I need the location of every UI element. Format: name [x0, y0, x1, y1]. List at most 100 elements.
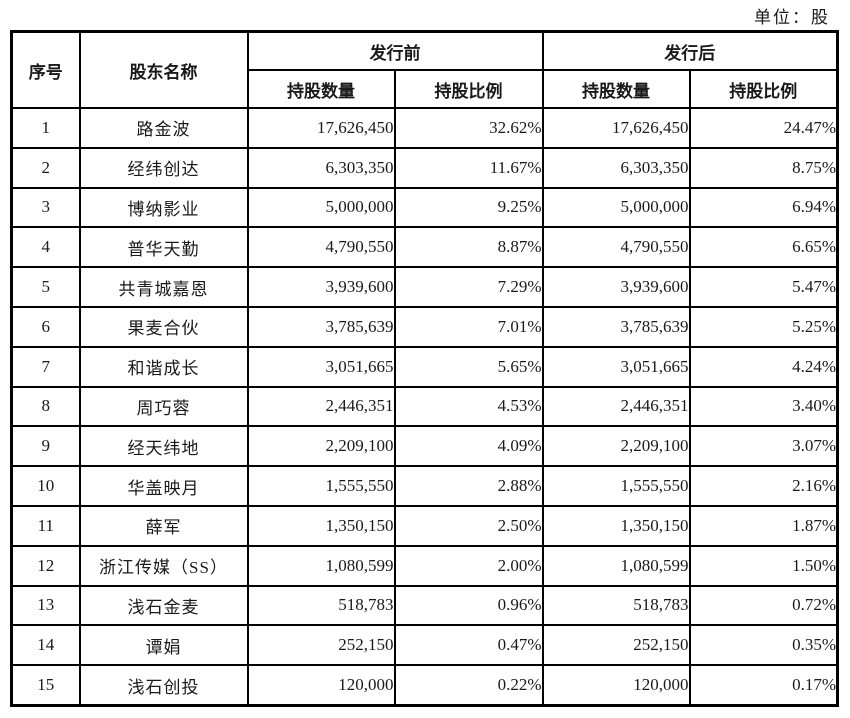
table-row: 2 经纬创达 6,303,350 11.67% 6,303,350 8.75% — [10, 146, 839, 189]
shareholder-name-cell: 果麦合伙 — [78, 305, 249, 348]
shareholder-name-cell: 和谐成长 — [78, 345, 249, 388]
post-shares-cell: 6,303,350 — [541, 146, 691, 189]
table-row: 8 周巧蓉 2,446,351 4.53% 2,446,351 3.40% — [10, 385, 839, 428]
shareholder-name-cell: 浙江传媒（SS） — [78, 544, 249, 587]
pre-shares-cell: 1,555,550 — [246, 465, 396, 507]
pre-ratio-cell: 0.47% — [393, 624, 544, 667]
table-row: 14 谭娟 252,150 0.47% 252,150 0.35% — [10, 624, 839, 667]
post-shares-cell: 17,626,450 — [541, 107, 691, 149]
header-post-ratio: 持股比例 — [688, 69, 839, 109]
pre-shares-cell: 6,303,350 — [246, 146, 396, 189]
shareholder-name-cell: 周巧蓉 — [78, 385, 249, 428]
pre-shares-cell: 120,000 — [246, 664, 396, 707]
pre-shares-cell: 3,051,665 — [246, 345, 396, 388]
post-ratio-cell: 5.47% — [688, 266, 839, 308]
pre-ratio-cell: 0.22% — [393, 664, 544, 707]
shareholder-name-cell: 经天纬地 — [78, 425, 249, 468]
row-index-cell: 2 — [10, 146, 81, 189]
table-row: 12 浙江传媒（SS） 1,080,599 2.00% 1,080,599 1.50% — [10, 544, 839, 587]
table-row: 1 路金波 17,626,450 32.62% 17,626,450 24.47% — [10, 107, 839, 149]
row-index-cell: 1 — [10, 107, 81, 149]
row-index-cell: 15 — [10, 664, 81, 707]
table-row: 7 和谐成长 3,051,665 5.65% 3,051,665 4.24% — [10, 345, 839, 388]
post-ratio-cell: 8.75% — [688, 146, 839, 189]
pre-ratio-cell: 2.00% — [393, 544, 544, 587]
post-ratio-cell: 0.17% — [688, 664, 839, 707]
shareholder-name-cell: 经纬创达 — [78, 146, 249, 189]
post-ratio-cell: 24.47% — [688, 107, 839, 149]
pre-shares-cell: 1,080,599 — [246, 544, 396, 587]
post-ratio-cell: 6.94% — [688, 186, 839, 229]
pre-ratio-cell: 4.09% — [393, 425, 544, 468]
header-post-issue: 发行后 — [541, 30, 839, 71]
row-index-cell: 12 — [10, 544, 81, 587]
table-row: 3 博纳影业 5,000,000 9.25% 5,000,000 6.94% — [10, 186, 839, 229]
pre-shares-cell: 17,626,450 — [246, 107, 396, 149]
shareholder-name-cell: 谭娟 — [78, 624, 249, 667]
header-row-groups: 序号 股东名称 发行前 发行后 — [10, 30, 839, 109]
post-shares-cell: 3,939,600 — [541, 266, 691, 308]
pre-shares-cell: 518,783 — [246, 584, 396, 627]
table-row: 9 经天纬地 2,209,100 4.09% 2,209,100 3.07% — [10, 425, 839, 468]
pre-ratio-cell: 7.29% — [393, 266, 544, 308]
shareholder-name-cell: 共青城嘉恩 — [78, 266, 249, 308]
table-header: 序号 股东名称 发行前 发行后 持股数量 持股比例 持股数量 持股比例 — [10, 30, 839, 109]
pre-ratio-cell: 4.53% — [393, 385, 544, 428]
post-ratio-cell: 0.35% — [688, 624, 839, 667]
table-row: 4 普华天勤 4,790,550 8.87% 4,790,550 6.65% — [10, 226, 839, 269]
header-pre-issue: 发行前 — [246, 30, 544, 71]
row-index-cell: 9 — [10, 425, 81, 468]
header-shareholder-name: 股东名称 — [78, 30, 249, 109]
post-ratio-cell: 1.87% — [688, 504, 839, 547]
header-post-shares: 持股数量 — [541, 69, 691, 109]
post-shares-cell: 2,446,351 — [541, 385, 691, 428]
header-index: 序号 — [10, 30, 81, 109]
post-ratio-cell: 1.50% — [688, 544, 839, 587]
post-ratio-cell: 3.07% — [688, 425, 839, 468]
shareholder-name-cell: 薛军 — [78, 504, 249, 547]
shareholder-table: 序号 股东名称 发行前 发行后 持股数量 持股比例 持股数量 持股比例 1 路金波… — [10, 30, 839, 707]
post-shares-cell: 2,209,100 — [541, 425, 691, 468]
pre-shares-cell: 252,150 — [246, 624, 396, 667]
shareholder-name-cell: 普华天勤 — [78, 226, 249, 269]
pre-ratio-cell: 32.62% — [393, 107, 544, 149]
pre-ratio-cell: 0.96% — [393, 584, 544, 627]
row-index-cell: 4 — [10, 226, 81, 269]
row-index-cell: 7 — [10, 345, 81, 388]
post-shares-cell: 5,000,000 — [541, 186, 691, 229]
pre-ratio-cell: 7.01% — [393, 305, 544, 348]
post-ratio-cell: 3.40% — [688, 385, 839, 428]
pre-shares-cell: 3,785,639 — [246, 305, 396, 348]
table-row: 13 浅石金麦 518,783 0.96% 518,783 0.72% — [10, 584, 839, 627]
table-row: 10 华盖映月 1,555,550 2.88% 1,555,550 2.16% — [10, 465, 839, 507]
row-index-cell: 10 — [10, 465, 81, 507]
row-index-cell: 8 — [10, 385, 81, 428]
post-ratio-cell: 5.25% — [688, 305, 839, 348]
table-body: 1 路金波 17,626,450 32.62% 17,626,450 24.47% 2 经纬创… — [10, 107, 839, 707]
post-ratio-cell: 6.65% — [688, 226, 839, 269]
shareholder-name-cell: 浅石金麦 — [78, 584, 249, 627]
header-pre-ratio: 持股比例 — [393, 69, 544, 109]
post-shares-cell: 4,790,550 — [541, 226, 691, 269]
row-index-cell: 3 — [10, 186, 81, 229]
row-index-cell: 11 — [10, 504, 81, 547]
pre-ratio-cell: 5.65% — [393, 345, 544, 388]
row-index-cell: 13 — [10, 584, 81, 627]
table-row: 11 薛军 1,350,150 2.50% 1,350,150 1.87% — [10, 504, 839, 547]
post-shares-cell: 1,555,550 — [541, 465, 691, 507]
post-ratio-cell: 2.16% — [688, 465, 839, 507]
pre-shares-cell: 5,000,000 — [246, 186, 396, 229]
pre-shares-cell: 2,209,100 — [246, 425, 396, 468]
row-index-cell: 14 — [10, 624, 81, 667]
post-shares-cell: 1,350,150 — [541, 504, 691, 547]
row-index-cell: 5 — [10, 266, 81, 308]
shareholder-name-cell: 华盖映月 — [78, 465, 249, 507]
post-shares-cell: 252,150 — [541, 624, 691, 667]
header-row-subcolumns: 持股数量 持股比例 持股数量 持股比例 — [12, 69, 839, 109]
pre-shares-cell: 3,939,600 — [246, 266, 396, 308]
post-ratio-cell: 4.24% — [688, 345, 839, 388]
shareholder-name-cell: 浅石创投 — [78, 664, 249, 707]
pre-shares-cell: 4,790,550 — [246, 226, 396, 269]
table-row: 15 浅石创投 120,000 0.22% 120,000 0.17% — [10, 664, 839, 707]
